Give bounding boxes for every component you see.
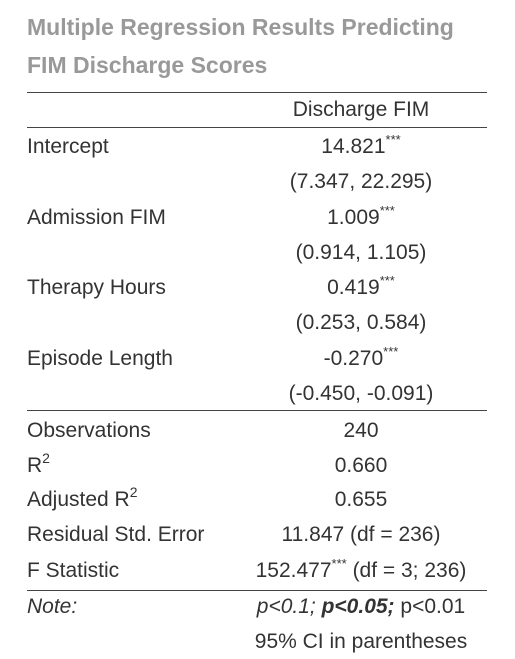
row-label: Admission FIM xyxy=(27,205,166,229)
label-text: R xyxy=(27,454,43,477)
row-label: Intercept xyxy=(27,135,109,158)
rule xyxy=(27,127,487,128)
stars: *** xyxy=(383,343,399,359)
table-title: Multiple Regression Results Predicting F… xyxy=(27,14,454,78)
estimate: 14.821 xyxy=(321,135,386,158)
row-label: Episode Length xyxy=(27,346,173,370)
superscript: 2 xyxy=(129,484,138,500)
confidence-interval: (0.914, 1.105) xyxy=(295,240,427,264)
estimate-cell: 14.821*** xyxy=(235,132,487,159)
stat-value: 0.655 xyxy=(334,488,388,511)
note-text: p<0.1; p<0.05; p<0.01 xyxy=(235,595,487,619)
note-text: 95% CI in parentheses xyxy=(254,630,468,653)
stars: *** xyxy=(331,556,347,571)
stat-label: Adjusted R2 xyxy=(27,485,138,512)
estimate: 0.419 xyxy=(327,276,380,299)
note-label: Note: xyxy=(27,595,78,618)
stat-value: 11.847 (df = 236) xyxy=(281,523,441,546)
stat-value: 152.477*** (df = 3; 236) xyxy=(235,556,487,583)
estimate-cell: -0.270*** xyxy=(235,343,487,371)
note-p: p<0.1; xyxy=(256,595,316,618)
rule xyxy=(27,92,487,93)
note-p: p<0.05; xyxy=(321,595,395,618)
rule xyxy=(27,590,487,591)
stat-value: 240 xyxy=(343,419,379,442)
stat-label: Residual Std. Error xyxy=(27,523,205,546)
estimate-cell: 0.419*** xyxy=(235,273,487,300)
row-label: Therapy Hours xyxy=(27,276,166,299)
rule xyxy=(27,410,487,411)
column-header: Discharge FIM xyxy=(292,98,430,121)
estimate: -0.270 xyxy=(323,346,384,370)
stat-label: Observations xyxy=(27,419,151,442)
confidence-interval: (-0.450, -0.091) xyxy=(288,381,434,405)
stat-value: 0.660 xyxy=(334,454,388,477)
note-p: p<0.01 xyxy=(400,595,466,618)
stat-label: R2 xyxy=(27,451,50,478)
estimate-cell: 1.009*** xyxy=(235,202,487,230)
superscript: 2 xyxy=(42,450,50,466)
stars: *** xyxy=(385,132,401,147)
df: (df = 3; 236) xyxy=(352,559,467,582)
label-text: Adjusted R xyxy=(27,488,130,511)
stars: *** xyxy=(379,273,395,288)
confidence-interval: (7.347, 22.295) xyxy=(289,170,433,193)
estimate: 1.009 xyxy=(327,205,380,229)
confidence-interval: (0.253, 0.584) xyxy=(295,311,427,334)
stars: *** xyxy=(379,202,395,218)
estimate: 152.477 xyxy=(255,559,332,582)
stat-label: F Statistic xyxy=(27,559,120,582)
